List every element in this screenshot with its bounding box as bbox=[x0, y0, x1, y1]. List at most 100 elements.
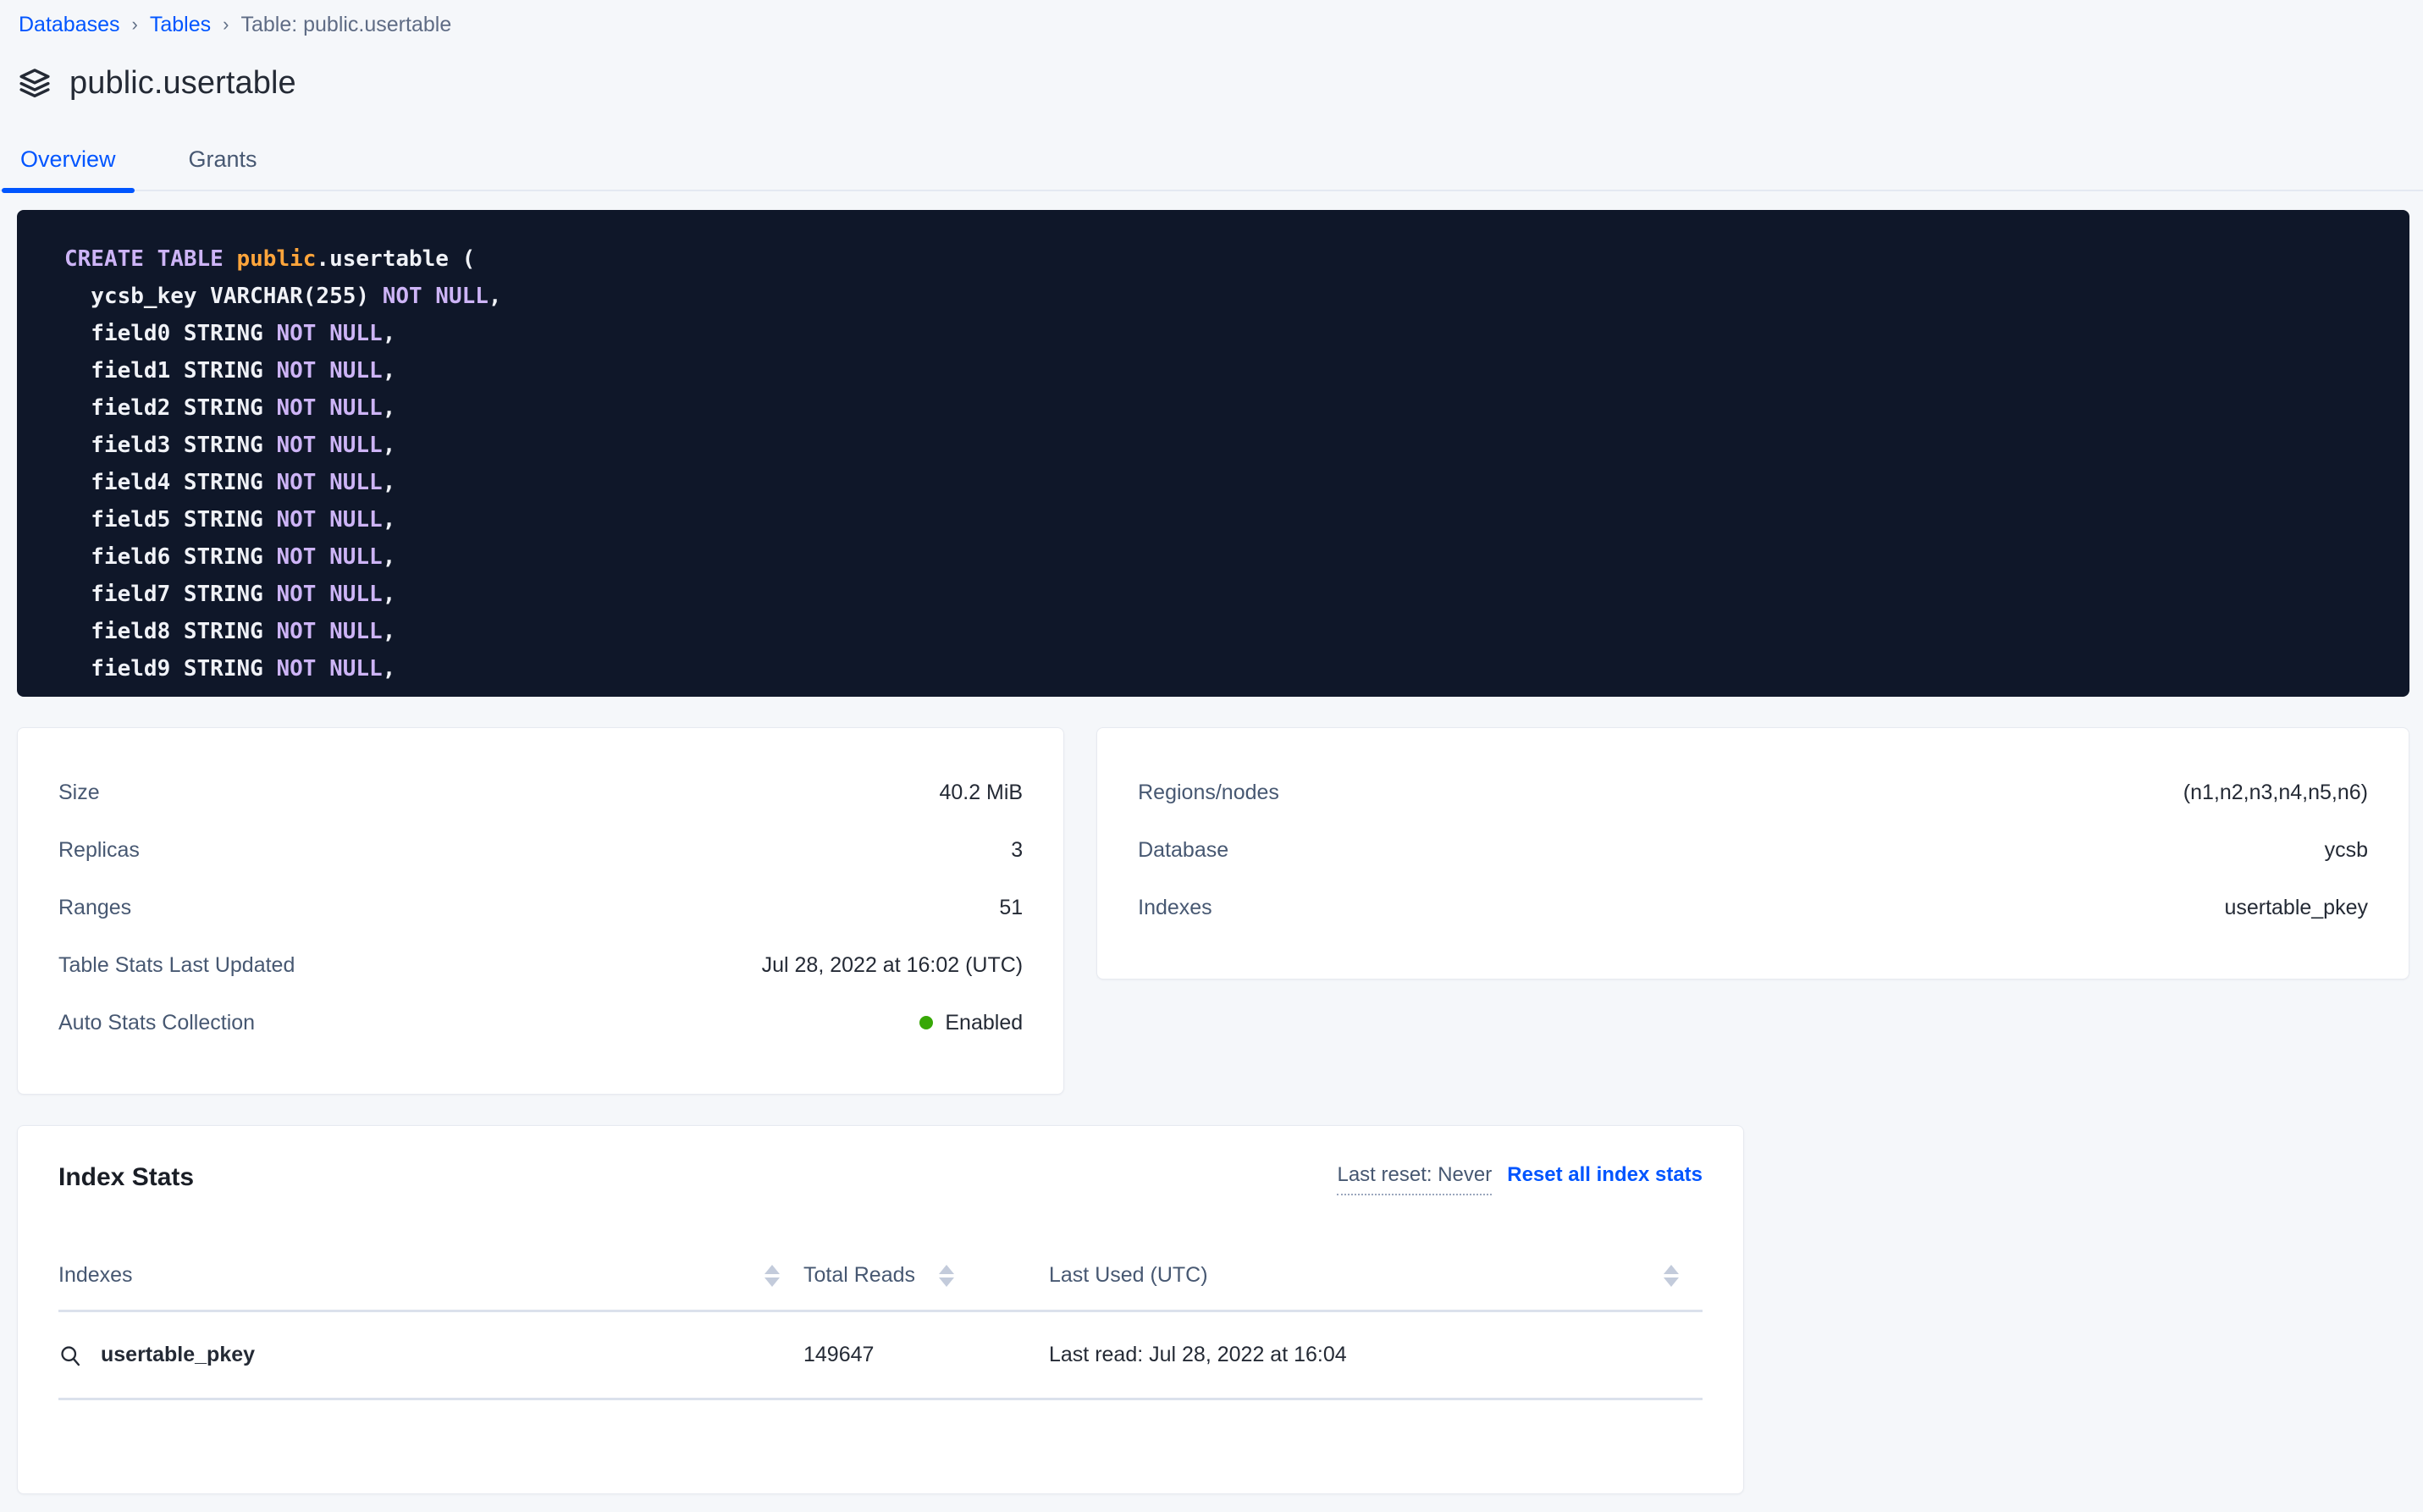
stat-value: Enabled bbox=[919, 1011, 1023, 1035]
index-stats-card: Index Stats Last reset: Never Reset all … bbox=[17, 1125, 1744, 1494]
tab-overview[interactable]: Overview bbox=[2, 146, 134, 193]
index-stats-actions: Last reset: Never Reset all index stats bbox=[1337, 1163, 1703, 1195]
code-line: field1 STRING NOT NULL, bbox=[17, 352, 2409, 389]
breadcrumb-item-current: Table: public.usertable bbox=[240, 12, 452, 36]
stat-value: 40.2 MiB bbox=[939, 781, 1023, 805]
code-token: field5 STRING bbox=[64, 507, 277, 533]
stat-label: Indexes bbox=[1138, 895, 1212, 919]
column-header-total-reads-label: Total Reads bbox=[803, 1263, 916, 1287]
layers-icon bbox=[19, 67, 51, 99]
create-table-statement: CREATE TABLE public.usertable ( ycsb_key… bbox=[17, 210, 2409, 697]
stat-row: Size 40.2 MiB bbox=[58, 764, 1023, 821]
stat-label: Size bbox=[58, 780, 100, 804]
stat-value: 51 bbox=[999, 896, 1023, 920]
stat-value: ycsb bbox=[2325, 838, 2368, 863]
stat-value-text: 51 bbox=[999, 895, 1024, 919]
column-header-indexes-label: Indexes bbox=[58, 1263, 133, 1287]
stat-label: Table Stats Last Updated bbox=[58, 952, 295, 977]
stat-label: Auto Stats Collection bbox=[58, 1010, 256, 1035]
code-token: NOT NULL bbox=[276, 433, 383, 458]
code-token: field3 STRING bbox=[64, 433, 277, 458]
code-token: NOT NULL bbox=[276, 619, 383, 644]
column-header-last-used[interactable]: Last Used (UTC) bbox=[1049, 1241, 1703, 1312]
code-token: field0 STRING bbox=[64, 321, 277, 346]
breadcrumb-item-tables[interactable]: Tables bbox=[149, 12, 212, 36]
stat-label: Regions/nodes bbox=[1138, 780, 1279, 804]
index-stats-table-body: usertable_pkey 149647 Last read: Jul 28, 2… bbox=[58, 1311, 1703, 1400]
column-header-indexes[interactable]: Indexes bbox=[58, 1241, 803, 1312]
code-token: NOT NULL bbox=[276, 358, 383, 384]
table-meta-card: Regions/nodes (n1,n2,n3,n4,n5,n6) Database… bbox=[1096, 727, 2409, 979]
code-line: field5 STRING NOT NULL, bbox=[17, 501, 2409, 538]
index-stats-title: Index Stats bbox=[58, 1163, 195, 1191]
breadcrumb-item-databases[interactable]: Databases bbox=[19, 12, 120, 36]
code-line: field7 STRING NOT NULL, bbox=[17, 576, 2409, 613]
code-token: , bbox=[382, 619, 396, 644]
stat-row: Regions/nodes (n1,n2,n3,n4,n5,n6) bbox=[1138, 764, 2368, 821]
code-token: , bbox=[382, 544, 396, 570]
index-stats-table-head: Indexes Total Reads Last Used (UTC) bbox=[58, 1241, 1703, 1312]
code-token: , bbox=[382, 507, 396, 533]
column-header-total-reads[interactable]: Total Reads bbox=[803, 1241, 1049, 1312]
index-name-link[interactable]: usertable_pkey bbox=[101, 1343, 256, 1366]
tab-bar: Overview Grants bbox=[0, 119, 2423, 193]
code-token: field7 STRING bbox=[64, 582, 277, 607]
code-line: ycsb_key VARCHAR(255) NOT NULL, bbox=[17, 278, 2409, 315]
sort-toggle-last-used-icon[interactable] bbox=[1664, 1264, 1679, 1287]
code-token: NOT NULL bbox=[382, 284, 488, 309]
sort-toggle-total-reads-icon[interactable] bbox=[939, 1264, 955, 1287]
code-line: field9 STRING NOT NULL, bbox=[17, 650, 2409, 687]
code-token: NOT NULL bbox=[276, 321, 383, 346]
index-stats-header: Index Stats Last reset: Never Reset all … bbox=[58, 1163, 1703, 1226]
page-header: public.usertable bbox=[0, 37, 2423, 105]
code-line: field2 STRING NOT NULL, bbox=[17, 389, 2409, 427]
code-token: NOT NULL bbox=[276, 470, 383, 495]
code-token: field1 STRING bbox=[64, 358, 277, 384]
code-token: field6 STRING bbox=[64, 544, 277, 570]
code-line: CREATE TABLE public.usertable ( bbox=[17, 240, 2409, 278]
code-token: field9 STRING bbox=[64, 656, 277, 682]
code-token: NOT NULL bbox=[276, 656, 383, 682]
breadcrumb: Databases › Tables › Table: public.usert… bbox=[0, 0, 2423, 37]
column-header-last-used-label: Last Used (UTC) bbox=[1049, 1263, 1208, 1287]
code-token: , bbox=[382, 395, 396, 421]
cell-index-name: usertable_pkey bbox=[58, 1311, 803, 1400]
stat-row: Auto Stats Collection Enabled bbox=[58, 994, 1023, 1051]
stat-value-text: 40.2 MiB bbox=[939, 780, 1024, 804]
search-icon bbox=[58, 1344, 82, 1367]
code-token: CREATE TABLE bbox=[64, 246, 237, 272]
reset-all-index-stats-link[interactable]: Reset all index stats bbox=[1507, 1163, 1703, 1186]
table-header-row: Indexes Total Reads Last Used (UTC) bbox=[58, 1241, 1703, 1312]
code-token: , bbox=[382, 321, 396, 346]
code-token: field8 STRING bbox=[64, 619, 277, 644]
status-dot-icon bbox=[919, 1016, 934, 1029]
breadcrumb-separator-icon: › bbox=[131, 14, 138, 35]
code-token: NOT NULL bbox=[276, 507, 383, 533]
table-details-cards: Size 40.2 MiB Replicas 3 Ranges 51 Table Stats… bbox=[0, 697, 2423, 1095]
stat-value-text: 3 bbox=[1011, 837, 1024, 862]
breadcrumb-separator-icon: › bbox=[223, 14, 229, 35]
page-title: public.usertable bbox=[69, 64, 296, 101]
code-token: , bbox=[382, 656, 396, 682]
index-stats-table: Indexes Total Reads Last Used (UTC) bbox=[58, 1241, 1703, 1400]
tab-grants[interactable]: Grants bbox=[187, 146, 259, 191]
stat-value: 3 bbox=[1011, 838, 1023, 863]
stat-value: usertable_pkey bbox=[2224, 896, 2368, 920]
code-token: field4 STRING bbox=[64, 470, 277, 495]
stat-value-text: Jul 28, 2022 at 16:02 (UTC) bbox=[761, 952, 1024, 977]
stat-value: Jul 28, 2022 at 16:02 (UTC) bbox=[762, 953, 1024, 978]
stat-value-text: (n1,n2,n3,n4,n5,n6) bbox=[2183, 780, 2368, 804]
code-token: , bbox=[382, 470, 396, 495]
stat-value-text: usertable_pkey bbox=[2224, 895, 2368, 919]
stat-row: Database ycsb bbox=[1138, 821, 2368, 879]
code-line: field4 STRING NOT NULL, bbox=[17, 464, 2409, 501]
sort-toggle-indexes-icon[interactable] bbox=[764, 1264, 780, 1287]
table-row[interactable]: usertable_pkey 149647 Last read: Jul 28, 2… bbox=[58, 1311, 1703, 1400]
code-token: field2 STRING bbox=[64, 395, 277, 421]
code-line: field3 STRING NOT NULL, bbox=[17, 427, 2409, 464]
code-token: ycsb_key VARCHAR(255) bbox=[64, 284, 383, 309]
stat-row: Table Stats Last Updated Jul 28, 2022 at … bbox=[58, 936, 1023, 994]
code-line: field6 STRING NOT NULL, bbox=[17, 538, 2409, 576]
stat-value-text: ycsb bbox=[2324, 837, 2368, 862]
stat-row: Replicas 3 bbox=[58, 821, 1023, 879]
